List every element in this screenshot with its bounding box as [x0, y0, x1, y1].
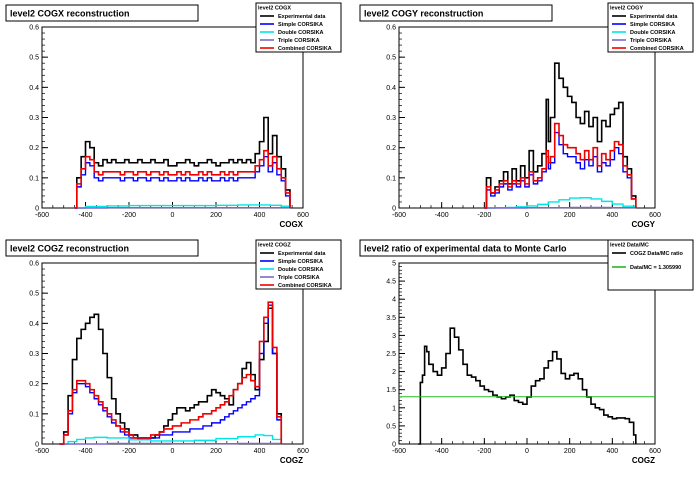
- y-tick-label: 0.1: [29, 175, 39, 182]
- chart-title: level2 COGX reconstruction: [10, 9, 130, 19]
- legend-entry-3: Double CORSIKA: [278, 30, 324, 36]
- legend-entry-3: Double CORSIKA: [278, 267, 324, 273]
- x-tick-label: -600: [392, 448, 406, 455]
- legend-entry-1: Experimental data: [278, 14, 326, 20]
- y-tick-label: 0.2: [29, 381, 39, 388]
- x-tick-label: 200: [210, 212, 222, 219]
- y-tick-label: 2.5: [386, 351, 396, 358]
- y-tick-label: 4: [392, 297, 396, 304]
- y-tick-label: 1: [392, 405, 396, 412]
- y-tick-label: 0.1: [29, 411, 39, 418]
- x-tick-label: 600: [649, 212, 661, 219]
- x-tick-label: -200: [122, 212, 136, 219]
- x-tick-label: 0: [525, 212, 529, 219]
- y-tick-label: 0.5: [386, 423, 396, 430]
- y-tick-label: 0: [35, 442, 39, 449]
- y-tick-label: 0: [35, 206, 39, 213]
- y-tick-label: 4.5: [386, 279, 396, 286]
- legend-entry-3: Double CORSIKA: [630, 30, 676, 36]
- x-axis-label: COGZ: [280, 456, 303, 465]
- y-tick-label: 0.6: [29, 25, 39, 32]
- legend-entry-1: Experimental data: [278, 251, 326, 257]
- y-tick-label: 0.3: [29, 115, 39, 122]
- x-tick-label: 0: [171, 448, 175, 455]
- legend-title: level2 COGX: [258, 6, 291, 12]
- x-tick-label: 400: [606, 212, 618, 219]
- legend-title: level2 COGZ: [258, 243, 291, 249]
- x-tick-label: 400: [254, 212, 266, 219]
- x-tick-label: 400: [254, 448, 266, 455]
- chart-title: level2 ratio of experimental data to Mon…: [364, 244, 567, 254]
- legend-entry-2: Simple CORSIKA: [630, 22, 675, 28]
- legend-entry-2: Simple CORSIKA: [278, 22, 323, 28]
- x-tick-label: 0: [525, 448, 529, 455]
- y-tick-label: 3.5: [386, 315, 396, 322]
- y-tick-label: 0.4: [386, 85, 396, 92]
- x-axis-label: COGX: [279, 220, 303, 229]
- x-tick-label: -400: [78, 212, 92, 219]
- x-tick-label: 200: [210, 448, 222, 455]
- y-tick-label: 0: [392, 442, 396, 449]
- chart-title: level2 COGZ reconstruction: [10, 244, 129, 254]
- y-tick-label: 3: [392, 333, 396, 340]
- x-tick-label: 600: [297, 448, 309, 455]
- legend-title: level2 Data/MC: [610, 243, 649, 249]
- x-axis-label: COGY: [631, 220, 655, 229]
- x-tick-label: -400: [78, 448, 92, 455]
- legend-entry-2: Simple CORSIKA: [278, 259, 323, 265]
- y-tick-label: 0.6: [386, 25, 396, 32]
- legend-entry-1: Experimental data: [630, 14, 678, 20]
- y-tick-label: 0.1: [386, 175, 396, 182]
- legend-entry-5: Combined CORSIKA: [278, 46, 332, 52]
- y-tick-label: 0.4: [29, 85, 39, 92]
- y-tick-label: 0.3: [386, 115, 396, 122]
- x-tick-label: -200: [122, 448, 136, 455]
- y-tick-label: 5: [392, 261, 396, 268]
- x-tick-label: 200: [564, 448, 576, 455]
- x-tick-label: -400: [435, 448, 449, 455]
- y-tick-label: 0.5: [386, 55, 396, 62]
- x-tick-label: 600: [649, 448, 661, 455]
- x-tick-label: -600: [35, 448, 49, 455]
- x-tick-label: -600: [35, 212, 49, 219]
- legend-entry-4: Triple CORSIKA: [278, 38, 320, 44]
- y-tick-label: 1.5: [386, 387, 396, 394]
- x-tick-label: -600: [392, 212, 406, 219]
- legend-entry-5: Combined CORSIKA: [630, 46, 684, 52]
- y-tick-label: 0.4: [29, 321, 39, 328]
- x-tick-label: -200: [477, 212, 491, 219]
- y-tick-label: 0.3: [29, 351, 39, 358]
- legend-entry-4: Triple CORSIKA: [630, 38, 672, 44]
- series-line-4: [59, 443, 281, 444]
- y-tick-label: 0.6: [29, 261, 39, 268]
- legend-entry-5: Combined CORSIKA: [278, 283, 332, 289]
- x-tick-label: 200: [564, 212, 576, 219]
- legend-entry-2: Data/MC = 1.305990: [630, 265, 681, 271]
- x-tick-label: 0: [171, 212, 175, 219]
- x-tick-label: -400: [435, 212, 449, 219]
- chart-title: level2 COGY reconstruction: [364, 9, 483, 19]
- y-tick-label: 0.5: [29, 291, 39, 298]
- legend-entry-1: COGZ Data/MC ratio: [630, 251, 684, 257]
- y-tick-label: 2: [392, 369, 396, 376]
- y-tick-label: 0.2: [386, 145, 396, 152]
- series-line-4: [484, 207, 635, 208]
- y-tick-label: 0.5: [29, 55, 39, 62]
- legend-entry-4: Triple CORSIKA: [278, 275, 320, 281]
- x-tick-label: 400: [606, 448, 618, 455]
- y-tick-label: 0: [392, 206, 396, 213]
- x-axis-label: COGZ: [632, 456, 655, 465]
- x-tick-label: -200: [477, 448, 491, 455]
- legend-title: level2 COGY: [610, 6, 643, 12]
- y-tick-label: 0.2: [29, 145, 39, 152]
- x-tick-label: 600: [297, 212, 309, 219]
